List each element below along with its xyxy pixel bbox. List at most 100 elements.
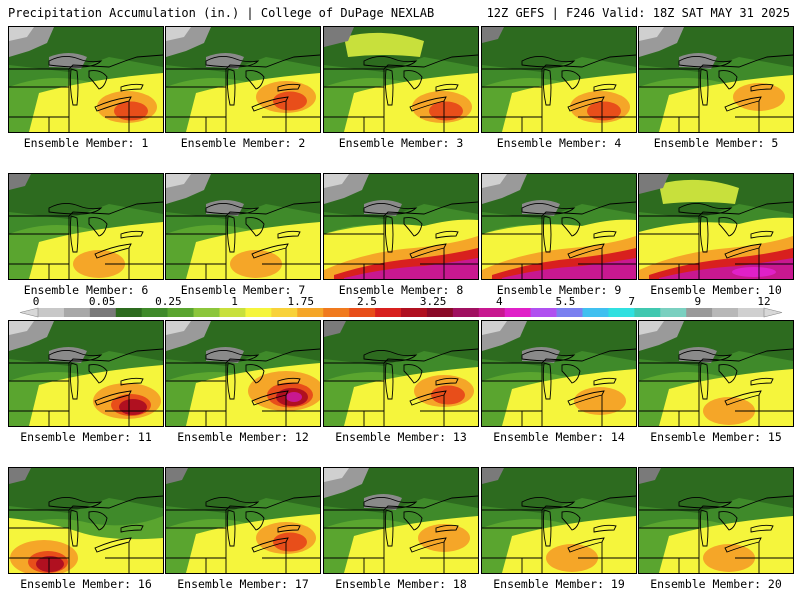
ensemble-member-label: Ensemble Member: 2 xyxy=(180,136,306,150)
colorbar-swatch xyxy=(504,308,531,317)
precip-map xyxy=(8,26,164,133)
colorbar-swatch xyxy=(375,308,402,317)
map-boundaries xyxy=(639,54,793,132)
colorbar-swatch xyxy=(63,308,91,317)
dark-green-field xyxy=(166,468,320,513)
ensemble-member-panel: Ensemble Member: 8 xyxy=(323,173,479,305)
colorbar-tick-label: 12 xyxy=(757,295,771,308)
map-boundaries xyxy=(482,54,636,132)
colorbar-swatch xyxy=(219,308,246,317)
colorbar-left-arrow xyxy=(19,307,39,318)
dark-green-field xyxy=(482,27,636,72)
colorbar-tick-label: 0 xyxy=(32,295,40,308)
colorbar-swatch xyxy=(478,308,506,317)
ensemble-member-label: Ensemble Member: 8 xyxy=(338,283,464,297)
ensemble-member-panel: Ensemble Member: 15 xyxy=(638,320,794,452)
ensemble-member-panel: Ensemble Member: 16 xyxy=(8,467,164,599)
map-boundaries xyxy=(166,201,320,279)
precipitation-colorbar: 0 0.05 0.25 1 1.75 2.5 3.25 4 5.5 7 9 12 xyxy=(0,296,800,320)
map-boundaries xyxy=(9,348,163,426)
map-boundaries xyxy=(639,201,793,279)
dark-green-field xyxy=(639,468,793,513)
chart-title: Precipitation Accumulation (in.) | Colle… xyxy=(8,6,435,20)
ensemble-member-label: Ensemble Member: 20 xyxy=(650,577,782,591)
colorbar-swatch xyxy=(349,308,376,317)
map-boundaries xyxy=(482,348,636,426)
map-boundaries xyxy=(166,348,320,426)
ensemble-member-label: Ensemble Member: 15 xyxy=(650,430,782,444)
ensemble-member-panel: Ensemble Member: 13 xyxy=(323,320,479,452)
precip-map xyxy=(323,467,479,574)
colorbar-tick-label: 0.25 xyxy=(155,295,182,308)
precip-map xyxy=(323,173,479,280)
map-boundaries xyxy=(482,495,636,573)
ensemble-member-panel: Ensemble Member: 18 xyxy=(323,467,479,599)
colorbar-swatch xyxy=(38,308,65,317)
colorbar-swatch xyxy=(634,308,661,317)
precip-map xyxy=(638,173,794,280)
ensemble-member-panel: Ensemble Member: 2 xyxy=(165,26,321,158)
colorbar-tick-label: 4 xyxy=(495,295,503,308)
colorbar-swatch xyxy=(712,308,739,317)
precip-map xyxy=(8,467,164,574)
ensemble-member-label: Ensemble Member: 16 xyxy=(20,577,152,591)
map-boundaries xyxy=(639,348,793,426)
precip-map xyxy=(165,26,321,133)
colorbar-swatch xyxy=(115,308,143,317)
ensemble-member-label: Ensemble Member: 4 xyxy=(496,136,622,150)
ensemble-member-panel: Ensemble Member: 3 xyxy=(323,26,479,158)
ensemble-member-label: Ensemble Member: 12 xyxy=(177,430,309,444)
colorbar-tick-label: 1 xyxy=(231,295,238,308)
map-boundaries xyxy=(324,495,478,573)
colorbar-swatch xyxy=(89,308,117,317)
ensemble-member-panel: Ensemble Member: 11 xyxy=(8,320,164,452)
ensemble-member-panel: Ensemble Member: 1 xyxy=(8,26,164,158)
ensemble-member-panel: Ensemble Member: 12 xyxy=(165,320,321,452)
ensemble-member-panel: Ensemble Member: 9 xyxy=(481,173,637,305)
colorbar-swatch xyxy=(245,308,272,317)
colorbar-tick-label: 1.75 xyxy=(287,295,314,308)
colorbar-tick-label: 5.5 xyxy=(555,295,576,308)
map-boundaries xyxy=(166,495,320,573)
colorbar-tick-label: 7 xyxy=(628,295,635,308)
colorbar-tick-label: 2.5 xyxy=(356,295,377,308)
colorbar-tick-label: 9 xyxy=(694,295,702,308)
map-boundaries xyxy=(324,201,478,279)
colorbar-swatch xyxy=(660,308,687,317)
ensemble-member-panel: Ensemble Member: 6 xyxy=(8,173,164,305)
ensemble-member-panel: Ensemble Member: 19 xyxy=(481,467,637,599)
precip-map xyxy=(165,173,321,280)
ensemble-member-panel: Ensemble Member: 17 xyxy=(165,467,321,599)
map-boundaries xyxy=(639,495,793,573)
ensemble-member-label: Ensemble Member: 18 xyxy=(335,577,467,591)
colorbar-swatch xyxy=(556,308,583,317)
map-boundaries xyxy=(324,348,478,426)
colorbar-right-arrow xyxy=(763,307,783,318)
ensemble-member-label: Ensemble Member: 19 xyxy=(493,577,625,591)
colorbar-swatch xyxy=(738,308,765,317)
precip-map xyxy=(8,320,164,427)
ensemble-member-panel: Ensemble Member: 4 xyxy=(481,26,637,158)
dark-green-field xyxy=(482,468,636,513)
dark-green-field xyxy=(9,468,163,513)
ensemble-member-label: Ensemble Member: 5 xyxy=(653,136,779,150)
colorbar-swatch xyxy=(686,308,713,317)
colorbar-swatch xyxy=(271,308,298,317)
ensemble-member-label: Ensemble Member: 6 xyxy=(23,283,149,297)
colorbar-swatch xyxy=(167,308,194,317)
precip-map xyxy=(481,173,637,280)
ensemble-member-label: Ensemble Member: 10 xyxy=(650,283,782,297)
map-boundaries xyxy=(9,201,163,279)
precip-map xyxy=(481,320,637,427)
colorbar-tick-label: 3.25 xyxy=(419,295,447,308)
ensemble-member-label: Ensemble Member: 14 xyxy=(493,430,625,444)
colorbar-swatch xyxy=(452,308,480,317)
colorbar-swatch xyxy=(297,308,324,317)
ensemble-member-panel: Ensemble Member: 20 xyxy=(638,467,794,599)
precip-map xyxy=(165,320,321,427)
ensemble-member-label: Ensemble Member: 9 xyxy=(496,283,622,297)
colorbar-swatch xyxy=(426,308,454,317)
map-boundaries xyxy=(324,54,478,132)
precip-map xyxy=(481,26,637,133)
map-boundaries xyxy=(166,54,320,132)
